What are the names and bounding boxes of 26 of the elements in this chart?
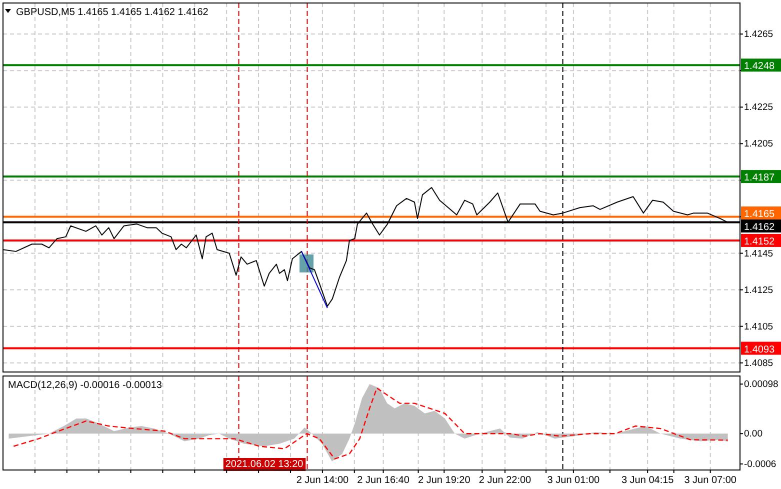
- ref-line-label: 2021.06.02 13:20: [225, 459, 304, 470]
- ref-line-label: 1.4152: [744, 236, 776, 248]
- ref-line-label: 1.4187: [744, 172, 776, 184]
- y-tick-label: 1.4125: [744, 284, 774, 296]
- x-tick-label: 2 Jun 22:00: [478, 475, 532, 486]
- y-tick-label: 1.4225: [744, 102, 774, 114]
- x-tick-label: 3 Jun 07:00: [684, 475, 737, 486]
- y-tick-label: -0.0006: [744, 458, 776, 470]
- x-tick-label: 2 Jun 14:00: [296, 475, 350, 486]
- ref-line-label: 1.4162: [744, 222, 776, 233]
- x-tick-label: 2 Jun 16:40: [357, 475, 410, 486]
- y-tick-label: 1.4105: [744, 321, 774, 332]
- ref-line-label: 1.4165: [744, 208, 776, 220]
- x-tick-label: 3 Jun 04:15: [621, 475, 674, 486]
- chart-title: GBPUSD,M5 1.4165 1.4165 1.4162 1.4162: [16, 7, 209, 18]
- chart-title: MACD(12,26,9) -0.00016 -0.00013: [8, 380, 162, 391]
- ref-line-label: 1.4248: [744, 61, 776, 72]
- y-tick-label: 1.4265: [744, 29, 774, 40]
- y-tick-label: 1.4205: [744, 138, 774, 150]
- y-tick-label: 0.00098: [744, 379, 778, 390]
- y-tick-label: 1.4085: [744, 358, 774, 369]
- ref-line-label: 1.4093: [744, 344, 776, 356]
- x-tick-label: 3 Jun 01:00: [547, 475, 600, 486]
- y-tick-label: 1.4145: [744, 248, 774, 260]
- y-tick-label: 0.00: [744, 428, 762, 440]
- x-tick-label: 2 Jun 19:20: [418, 475, 471, 486]
